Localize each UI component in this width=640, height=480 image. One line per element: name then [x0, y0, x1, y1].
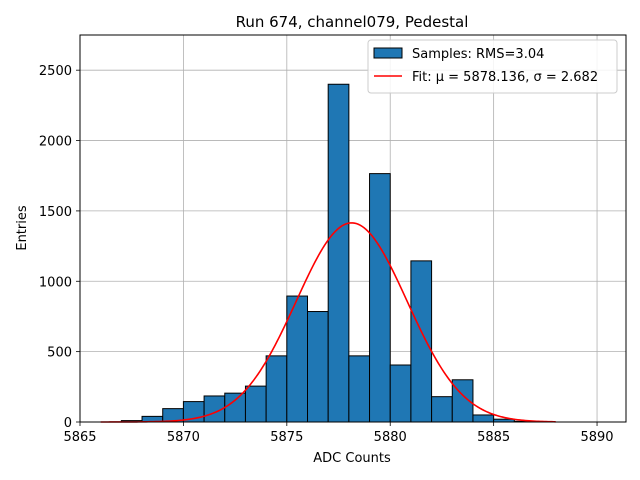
histogram-bar	[348, 355, 371, 423]
y-tick-label: 1500	[39, 205, 72, 220]
histogram-bar	[431, 396, 453, 423]
y-tick-label: 2500	[39, 64, 72, 79]
y-tick-label: 2000	[39, 135, 72, 150]
histogram-bar	[389, 364, 412, 423]
fit-curve	[100, 222, 556, 423]
histogram-bar	[224, 392, 246, 423]
fit-curve-layer	[100, 222, 556, 423]
x-tick-label: 5870	[167, 430, 200, 445]
histogram-bar	[369, 173, 391, 423]
x-axis-label: ADC Counts	[313, 451, 391, 466]
legend: Samples: RMS=3.04 Fit: μ = 5878.136, σ =…	[367, 39, 618, 94]
histogram-bar	[410, 260, 433, 423]
legend-box	[367, 39, 618, 94]
histogram-bar	[307, 311, 329, 423]
y-axis-label: Entries	[15, 205, 30, 251]
legend-fit-label: Fit: μ = 5878.136, σ = 2.682	[412, 70, 598, 85]
x-tick-label: 5880	[374, 430, 407, 445]
axis-ticks: 5865 5870 5875 5880 5885 5890 0 500 1000 1500 2000…	[39, 64, 614, 445]
histogram-bar	[472, 414, 495, 423]
legend-histogram-swatch	[373, 47, 403, 59]
legend-histogram-label: Samples: RMS=3.04	[412, 47, 544, 62]
grid	[79, 35, 626, 423]
y-tick-label: 1000	[39, 275, 72, 290]
x-tick-label: 5890	[580, 430, 613, 445]
histogram-bar	[327, 83, 350, 423]
chart-title: Run 674, channel079, Pedestal	[236, 13, 469, 31]
y-tick-label: 500	[47, 346, 72, 361]
x-tick-label: 5875	[270, 430, 303, 445]
x-tick-label: 5865	[63, 430, 96, 445]
histogram-bar	[265, 355, 288, 423]
x-tick-label: 5885	[477, 430, 510, 445]
y-tick-label: 0	[64, 416, 72, 431]
plot-frame	[79, 34, 627, 423]
histogram-bar	[244, 385, 267, 423]
